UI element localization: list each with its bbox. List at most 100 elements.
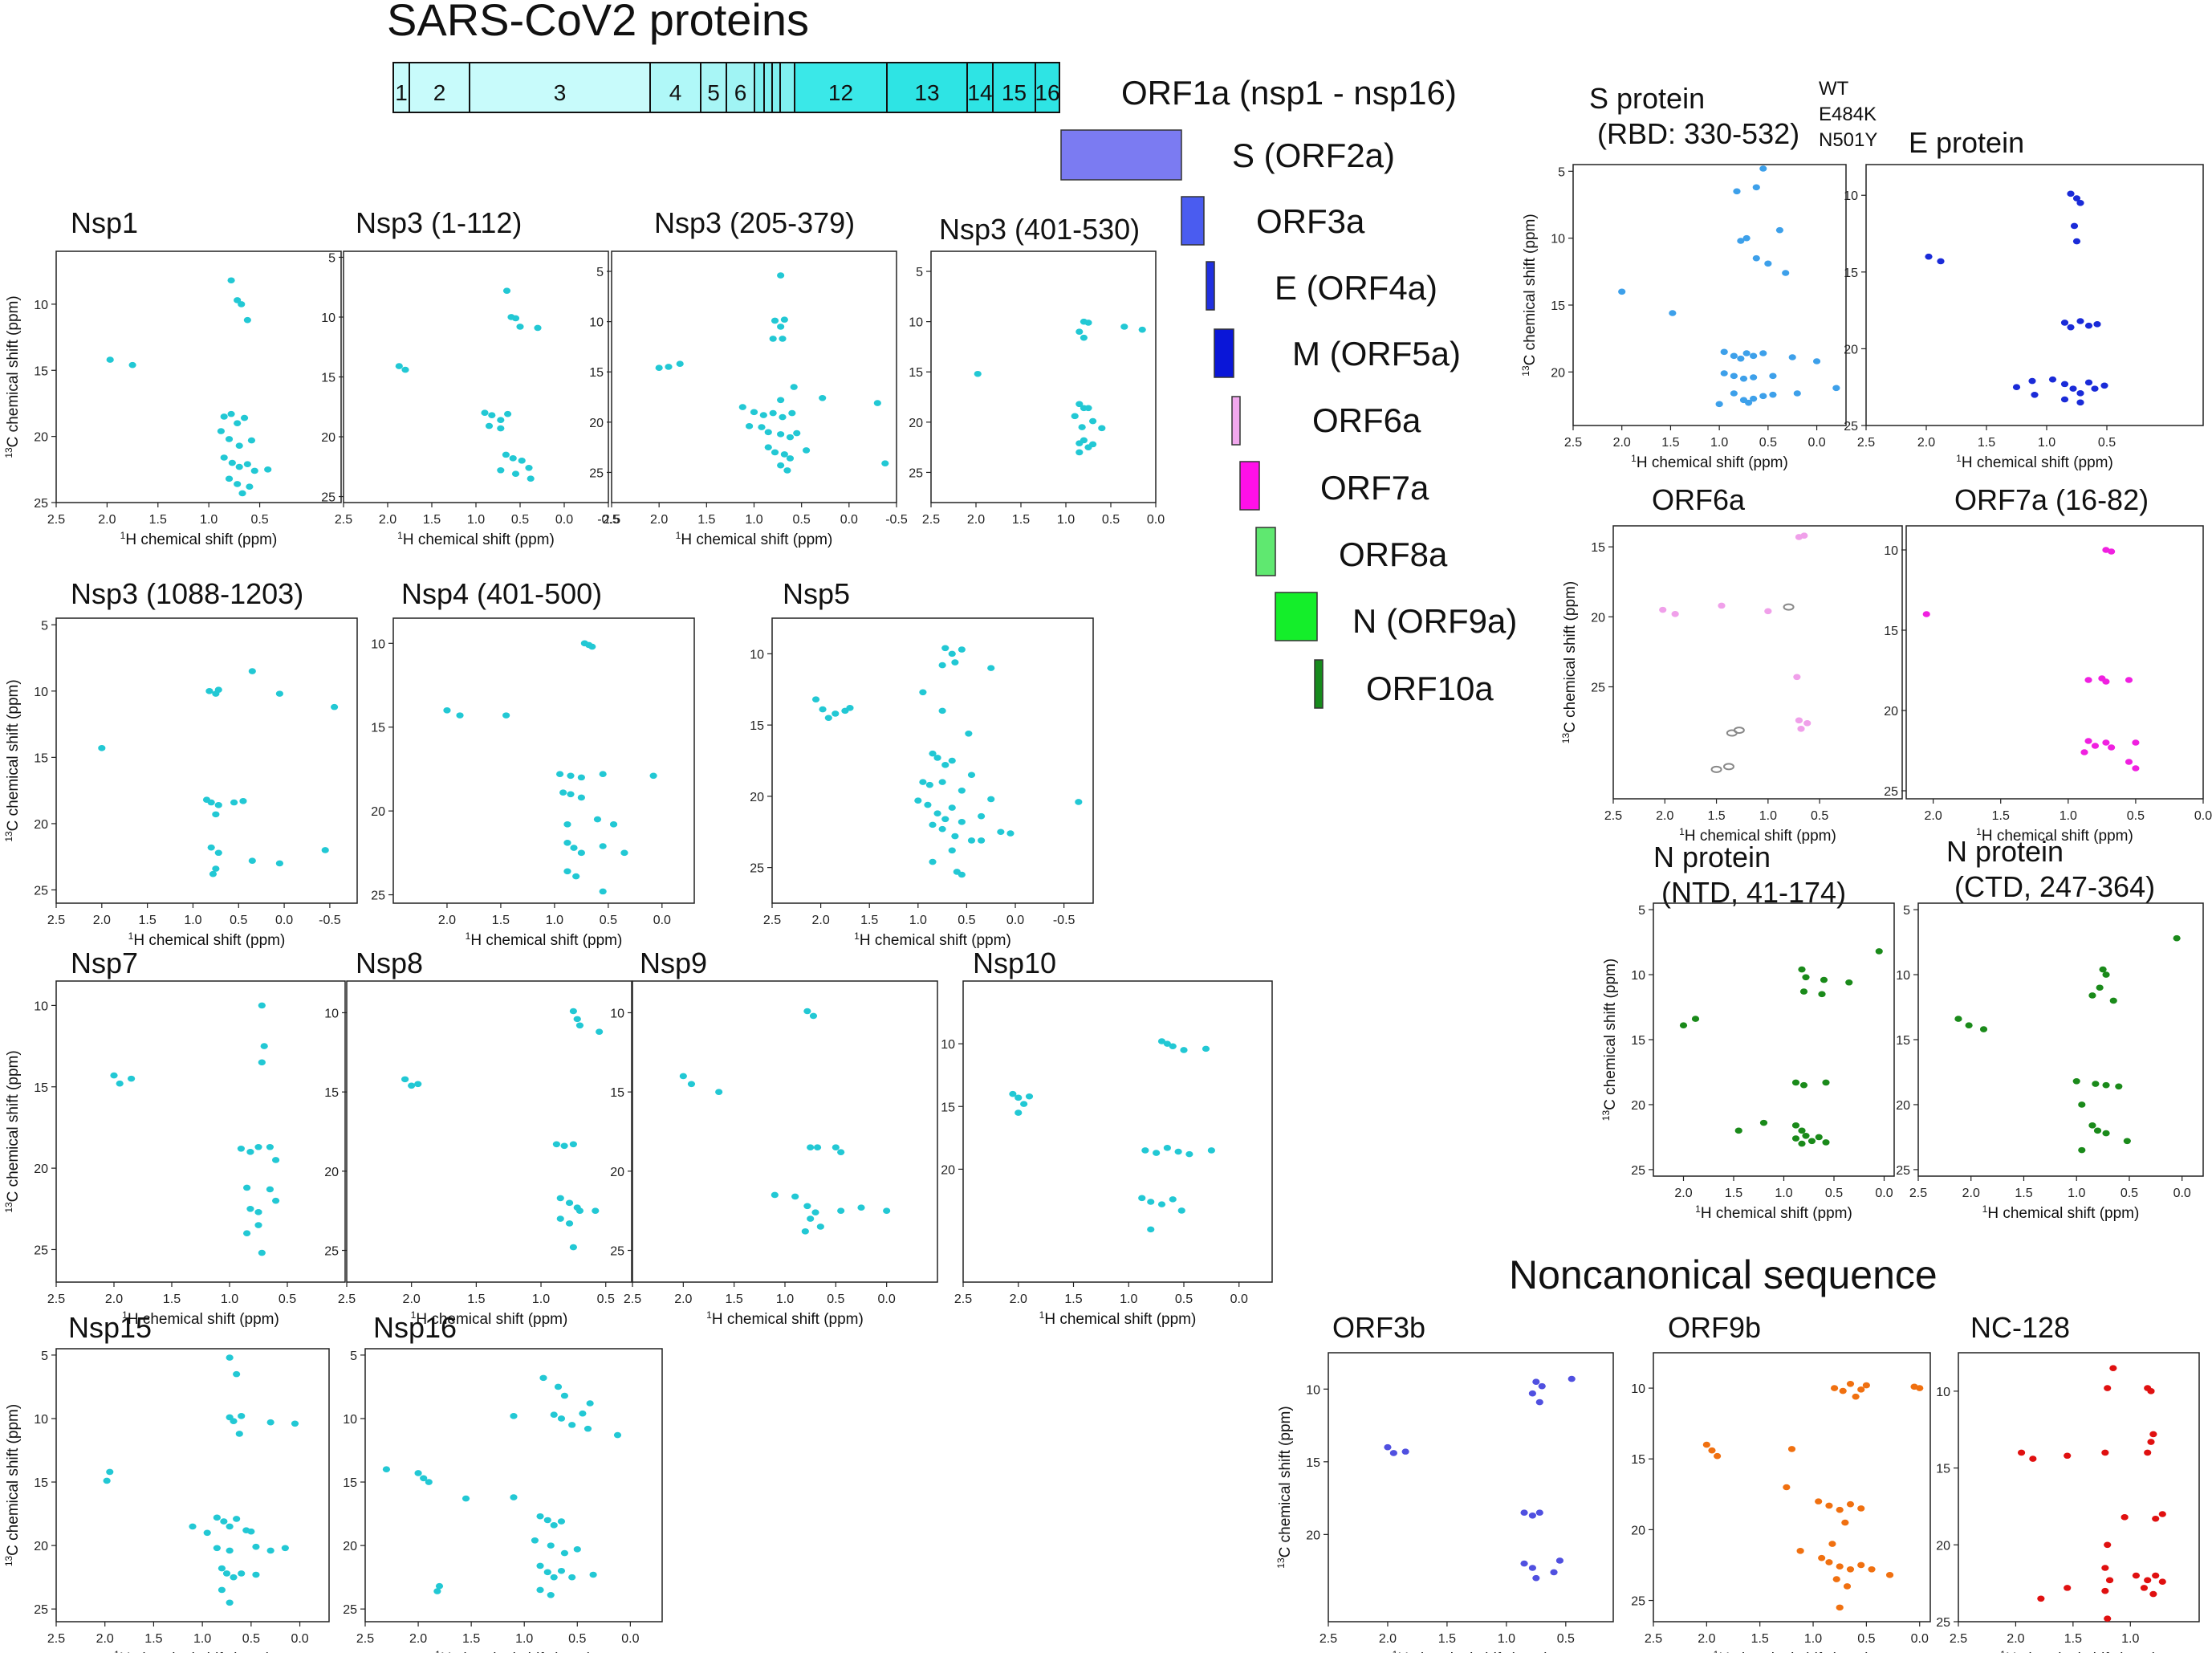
y-tick-label: 15: [1844, 267, 1858, 280]
x-tick-label: 0.0: [1911, 1632, 1929, 1646]
peak: [560, 1392, 569, 1399]
y-axis-label-isotope: 13: [3, 1556, 14, 1567]
x-tick-label: 2.0: [1656, 809, 1673, 823]
peak: [209, 870, 218, 877]
peak: [502, 451, 510, 458]
orf1a-segment: [726, 62, 755, 113]
peak: [547, 1591, 555, 1598]
peak: [1825, 1502, 1833, 1509]
peak: [511, 470, 520, 478]
peak: [803, 1008, 811, 1015]
peak: [228, 459, 236, 466]
peak: [573, 1546, 581, 1553]
orf1a-segment: [700, 62, 727, 113]
x-axis-label-isotope: 1: [1695, 1203, 1701, 1215]
x-axis-label-text: H chemical shift (ppm): [1718, 1651, 1870, 1653]
peak: [2158, 1511, 2166, 1517]
peak: [1532, 1574, 1540, 1582]
peak: [1739, 375, 1748, 382]
y-tick-label: 20: [750, 791, 764, 804]
peak: [1822, 1139, 1830, 1146]
peak: [207, 844, 215, 851]
y-tick-label: 15: [324, 1086, 339, 1100]
peak: [565, 1199, 574, 1207]
peak: [1791, 1122, 1800, 1129]
peak: [254, 1209, 262, 1215]
peak: [420, 1475, 428, 1482]
y-axis-label: 13C chemical shift (ppm): [1560, 581, 1579, 743]
x-tick-label: 1.5: [2064, 1632, 2082, 1646]
peak: [1618, 288, 1626, 295]
peak: [1937, 258, 1945, 265]
panel-title-line: (CTD, 247-364): [1954, 870, 2155, 903]
peak: [2067, 324, 2075, 331]
peak: [951, 659, 959, 666]
peak: [987, 796, 995, 803]
y-tick-label: 10: [1884, 544, 1898, 558]
x-tick-label: 2.5: [1319, 1632, 1337, 1646]
peak: [243, 461, 251, 468]
peak: [811, 1209, 819, 1215]
peak: [958, 871, 966, 878]
x-tick-label: 2.5: [1950, 1632, 1967, 1646]
y-axis-label: 13C chemical shift (ppm): [3, 295, 22, 458]
x-axis-label-isotope: 1: [1393, 1649, 1398, 1653]
spectrum-panel: S protein (RBD: 330-532) 2.5 2.0 1.5 1.0 0.5 0.…: [1520, 82, 1847, 471]
y-tick-label: 15: [321, 372, 335, 385]
peak: [1793, 390, 1801, 397]
peak: [941, 762, 949, 768]
y-tick-label: 25: [610, 1245, 624, 1259]
peak: [443, 707, 451, 714]
panel-title: Nsp7: [71, 947, 138, 979]
peak: [220, 413, 228, 420]
peak: [925, 781, 933, 788]
peak: [2070, 222, 2079, 230]
peak: [272, 1197, 280, 1204]
peak: [1157, 1038, 1166, 1044]
x-tick-label: 0.5: [2098, 436, 2116, 450]
peak: [974, 370, 982, 377]
peak: [2152, 1515, 2160, 1522]
y-tick-label: 25: [1936, 1616, 1950, 1630]
peak: [563, 868, 571, 875]
x-tick-label: 0.5: [568, 1632, 586, 1646]
peak: [1180, 1047, 1188, 1053]
peak: [857, 1204, 865, 1211]
plot-frame: [1612, 525, 1903, 800]
x-tick-label: 1.0: [2038, 436, 2055, 450]
peak: [948, 757, 956, 764]
x-axis-label-text: H chemical shift (ppm): [120, 1651, 271, 1653]
x-axis-label: 1H chemical shift (ppm): [706, 1309, 864, 1328]
peak: [1769, 391, 1777, 398]
x-axis-label: 1H chemical shift (ppm): [1631, 453, 1788, 471]
peak: [809, 1012, 818, 1020]
spectrum-panel: N protein (CTD, 247-364) 2.5 2.0 1.5 1.0 0.5 0.…: [1896, 835, 2204, 1222]
x-tick-label: 2.0: [2007, 1632, 2024, 1646]
peak: [715, 1089, 723, 1095]
x-tick-label: 1.0: [909, 914, 927, 927]
peak: [258, 1059, 266, 1066]
x-axis-label-isotope: 1: [122, 1309, 128, 1321]
peak: [599, 771, 607, 778]
peak: [1076, 401, 1084, 408]
peak: [837, 1207, 845, 1214]
peak: [771, 1191, 779, 1199]
x-axis-label: 1H chemical shift (ppm): [854, 930, 1011, 949]
peak: [593, 816, 602, 823]
x-axis-label-text: H chemical shift (ppm): [416, 1311, 567, 1328]
peak: [1841, 1519, 1849, 1526]
peak: [330, 703, 339, 710]
peak: [1120, 324, 1128, 330]
peak: [599, 843, 607, 849]
peak: [2096, 984, 2104, 991]
x-axis-label-text: H chemical shift (ppm): [1637, 454, 1788, 471]
peak: [1089, 417, 1097, 425]
peak: [1796, 1548, 1804, 1554]
peak: [510, 1494, 518, 1500]
peak: [557, 1415, 566, 1422]
y-tick-label: 20: [589, 417, 604, 430]
peak: [649, 772, 657, 780]
orf1a-label: ORF1a (nsp1 - nsp16): [1121, 74, 1457, 112]
peak: [230, 1418, 238, 1424]
peak: [1979, 1026, 1988, 1032]
